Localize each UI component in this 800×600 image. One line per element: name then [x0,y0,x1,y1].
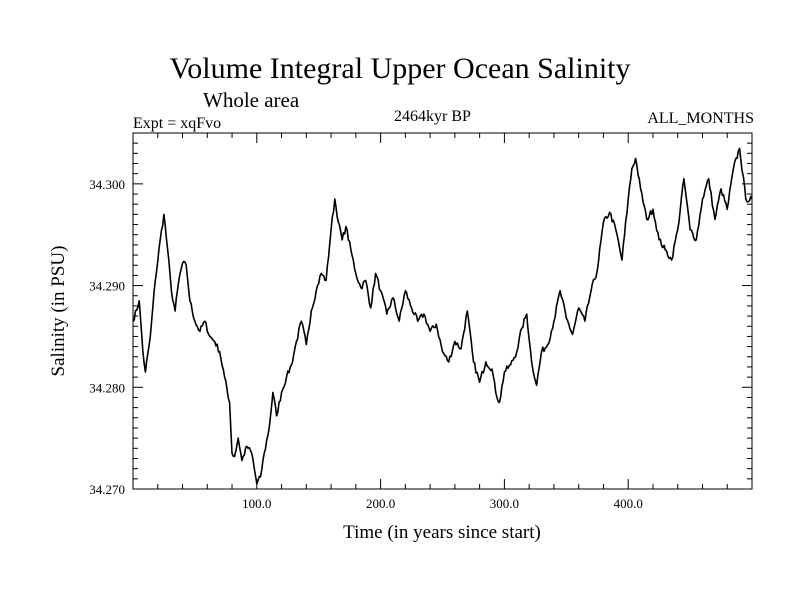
x-tick-label: 200.0 [366,496,395,511]
minor-ticks [133,133,752,489]
experiment-label: Expt = xqFvo [133,115,222,132]
chart-title: Volume Integral Upper Ocean Salinity [169,52,631,85]
y-tick-label: 34.300 [89,177,125,192]
y-tick-label: 34.280 [89,380,125,395]
period-label: 2464kyr BP [394,108,471,125]
months-label: ALL_MONTHS [647,110,754,127]
x-tick-label: 100.0 [242,496,271,511]
salinity-series-line [132,147,753,485]
x-tick-label: 300.0 [490,496,519,511]
plot-frame [132,132,753,490]
y-tick-label: 34.270 [89,482,125,497]
chart-subtitle: Whole area [203,88,300,112]
x-axis-label: Time (in years since start) [343,522,541,543]
x-tick-label: 400.0 [614,496,643,511]
y-axis-ticks: 34.270 34.280 34.290 34.300 [89,177,752,497]
y-axis-label: Salinity (in PSU) [48,246,69,377]
y-tick-label: 34.290 [89,279,125,294]
x-axis-ticks: 100.0 200.0 300.0 400.0 [242,133,643,511]
